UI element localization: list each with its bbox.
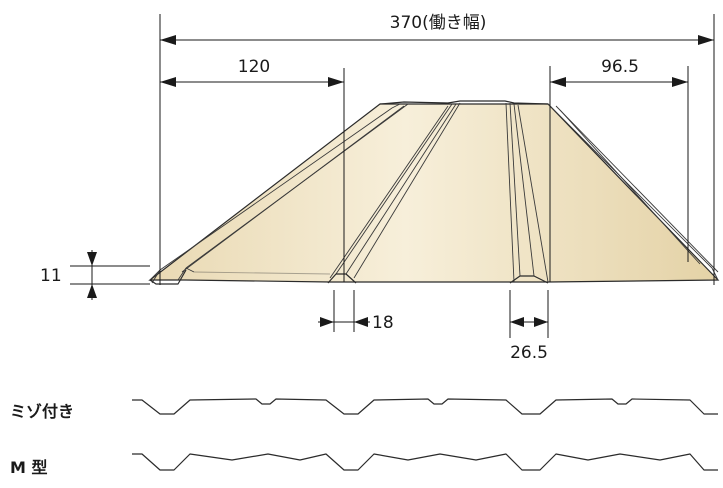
roof-panel-perspective — [148, 100, 720, 285]
profile-grooved-line — [132, 398, 718, 415]
rib-valley-center-left — [327, 102, 461, 284]
panel-top-face — [379, 100, 549, 105]
rib-pitch-left-label: 120 — [238, 57, 270, 77]
profile-m-type: M 型 — [10, 453, 718, 477]
dim-rib-pitch-left: 120 — [160, 57, 345, 282]
right-flange — [547, 103, 719, 281]
rib-width-large-label: 26.5 — [510, 343, 548, 363]
dim-rib-width-large: 26.5 — [509, 290, 549, 363]
profile-m-type-line — [132, 453, 718, 471]
rib-valley-center-right — [505, 102, 549, 284]
dim-rib-width-small: 18 — [318, 290, 394, 333]
dim-working-width: 370(働き幅) — [159, 13, 715, 285]
working-width-label: 370(働き幅) — [390, 13, 487, 33]
dim-rib-pitch-right: 96.5 — [549, 57, 689, 282]
profile-grooved-label: ミゾ付き — [10, 402, 74, 421]
profile-m-type-label: M 型 — [10, 458, 48, 477]
height-label: 11 — [40, 266, 62, 286]
left-flange — [149, 103, 401, 281]
dim-height: 11 — [40, 250, 150, 300]
rib-valley-left — [177, 103, 409, 281]
panel-body — [148, 103, 720, 283]
rib-pitch-right-label: 96.5 — [601, 57, 639, 77]
profile-grooved: ミゾ付き — [10, 398, 718, 421]
rib-width-small-label: 18 — [372, 313, 394, 333]
